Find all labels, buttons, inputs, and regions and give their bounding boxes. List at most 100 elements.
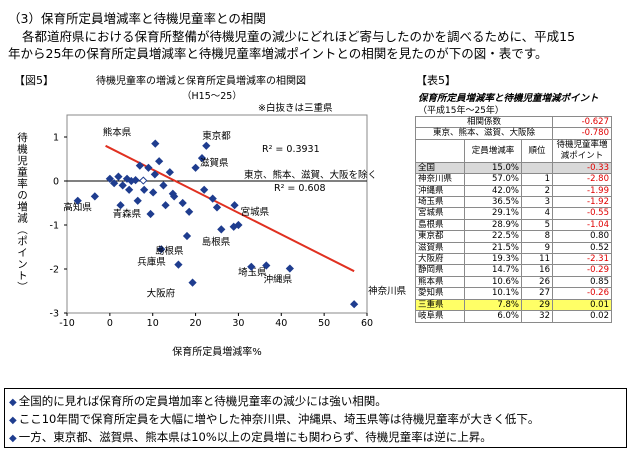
figure-title: 待機児童率の増減と保育所定員増減率の相関図 xyxy=(96,76,306,87)
pref-cell: 埼玉県 xyxy=(415,196,465,209)
note-text: 一方、東京都、滋賀県、熊本県は10%以上の定員増にも関わらず、待機児童率は逆に上… xyxy=(18,430,492,444)
data-point xyxy=(212,203,222,212)
table-row: 滋賀県 21.5% 9 0.52 xyxy=(415,241,612,255)
pref-cell: 大阪府 xyxy=(415,253,465,266)
data-point xyxy=(90,192,99,201)
table-row: 岐阜県 6.0% 32 0.02 xyxy=(415,310,612,323)
coef-row: 相関係数 -0.627 xyxy=(415,115,612,129)
data-point xyxy=(155,157,164,166)
y-tick-label: -2 xyxy=(50,265,59,276)
rate-cell: 22.5% xyxy=(464,230,522,243)
pref-cell: 滋賀県 xyxy=(415,241,465,255)
rank-cell: 27 xyxy=(521,287,553,300)
data-point xyxy=(114,172,123,181)
data-point xyxy=(178,198,187,208)
coef-excl-value: -0.780 xyxy=(552,127,612,140)
data-table: 相関係数 -0.627 東京、熊本、滋賀、大阪除 -0.780 定員増減率 順位… xyxy=(415,115,612,323)
section-heading: （3）保育所定員増減率と待機児童率との相関 xyxy=(8,11,266,26)
figure-label: 【図5】 xyxy=(14,74,54,87)
header-blank xyxy=(415,138,465,163)
rate-cell: 29.1% xyxy=(464,207,522,220)
point-label: 青森県 xyxy=(113,208,142,220)
note-text: 全国的に見れば保育所の定員増加率と待機児童率の減少には強い相関。 xyxy=(18,394,387,408)
data-point xyxy=(161,201,170,210)
point-label: 埼玉県 xyxy=(238,266,267,278)
table-row: 全国 15.0% -0.33 xyxy=(415,161,612,175)
point-label: 兵庫県 xyxy=(137,256,166,268)
point-label: 高知県 xyxy=(63,201,92,213)
rank-cell: 16 xyxy=(521,264,553,277)
rate-cell: 36.5% xyxy=(464,196,522,209)
x-axis-title: 保育所定員増減率% xyxy=(172,345,262,358)
x-tick-label: 20 xyxy=(190,318,202,329)
point-label: 滋賀県 xyxy=(200,157,229,169)
x-tick-label: 30 xyxy=(232,318,244,329)
data-point xyxy=(185,207,194,216)
coef-all-value: -0.627 xyxy=(552,115,612,129)
table-row: 沖縄県 42.0% 2 -1.99 xyxy=(415,184,612,198)
pref-cell: 静岡県 xyxy=(415,264,465,277)
x-tick-label: 10 xyxy=(147,318,159,329)
note-item: ◆ 一方、東京都、滋賀県、熊本県は10%以上の定員増にも関わらず、待機児童率は逆に… xyxy=(9,428,622,446)
data-point xyxy=(262,261,271,270)
change-cell: -1.92 xyxy=(552,196,612,209)
pref-cell: 熊本県 xyxy=(415,275,465,289)
rank-cell: 4 xyxy=(521,207,553,220)
pref-cell: 宮城県 xyxy=(415,207,465,220)
r2-excl-caption: 東京、熊本、滋賀、大阪を除く xyxy=(244,169,377,181)
data-point xyxy=(230,201,239,210)
data-point xyxy=(247,262,256,271)
table-row: 島根県 28.9% 5 -1.04 xyxy=(415,218,612,232)
rank-cell: 8 xyxy=(521,230,553,243)
data-point xyxy=(140,185,149,194)
header-rate: 定員増減率 xyxy=(464,138,522,163)
data-point xyxy=(200,185,209,194)
rank-cell: 2 xyxy=(521,184,553,198)
data-point xyxy=(110,179,119,188)
plot-area xyxy=(66,114,368,314)
data-point xyxy=(151,139,160,148)
rank-cell: 3 xyxy=(521,196,553,209)
rank-cell: 32 xyxy=(521,310,553,323)
note-item: ◆ 全国的に見れば保育所の定員増加率と待機児童率の減少には強い相関。 xyxy=(9,392,622,410)
notes-box: ◆ 全国的に見れば保育所の定員増加率と待機児童率の減少には強い相関。 ◆ ここ10年… xyxy=(4,388,627,448)
data-point xyxy=(150,170,159,179)
change-cell: -0.26 xyxy=(552,287,612,300)
change-cell: -0.33 xyxy=(552,161,612,175)
rank-cell: 11 xyxy=(521,253,553,266)
x-tick-label: 60 xyxy=(361,318,373,329)
table-title: 保育所定員増減率と待機児童増減ポイント xyxy=(418,93,599,104)
table-row: 宮城県 29.1% 4 -0.55 xyxy=(415,207,612,220)
figure-note: ※白抜きは三重県 xyxy=(258,103,333,114)
point-label: 宮城県 xyxy=(241,206,270,218)
data-point xyxy=(285,264,294,273)
pref-cell: 東京都 xyxy=(415,230,465,243)
data-point xyxy=(159,181,168,190)
note-text: ここ10年間で保育所定員を大幅に増やした神奈川県、沖縄県、埼玉県等は待機児童率が… xyxy=(18,412,540,426)
change-cell: 0.80 xyxy=(552,230,612,243)
coef-excl-row: 東京、熊本、滋賀、大阪除 -0.780 xyxy=(415,127,612,140)
rank-cell: 26 xyxy=(521,275,553,289)
table-period: （平成15年～25年） xyxy=(418,106,504,116)
intro-line-2: 年から25年の保育所定員増減率と待機児童率増減ポイントとの相関を見たのが下の図・… xyxy=(8,46,548,61)
data-point xyxy=(165,168,174,177)
table-row: 神奈川県 57.0% 1 -2.80 xyxy=(415,173,612,186)
intro-line-1: 各都道府県における保育所整備が待機児童の減少にどれほど寄与したのかを調べるために… xyxy=(22,29,576,44)
x-tick-label: 40 xyxy=(275,318,287,329)
pref-cell: 岐阜県 xyxy=(415,310,465,323)
point-label: 熊本県 xyxy=(103,127,132,139)
change-cell: -1.99 xyxy=(552,184,612,198)
data-point xyxy=(116,201,125,210)
data-point xyxy=(191,163,200,172)
coef-label: 相関係数 xyxy=(415,115,553,129)
table-row: 大阪府 19.3% 11 -2.31 xyxy=(415,253,612,266)
x-tick-label: 50 xyxy=(318,318,330,329)
change-cell: 0.02 xyxy=(552,310,612,323)
data-point xyxy=(350,300,359,309)
rate-cell: 10.6% xyxy=(464,275,522,289)
diamond-bullet-icon: ◆ xyxy=(9,433,17,444)
data-point xyxy=(135,161,144,170)
rate-cell: 42.0% xyxy=(464,184,522,198)
table-row: 愛知県 10.1% 27 -0.26 xyxy=(415,287,612,300)
change-cell: 0.52 xyxy=(552,241,612,255)
